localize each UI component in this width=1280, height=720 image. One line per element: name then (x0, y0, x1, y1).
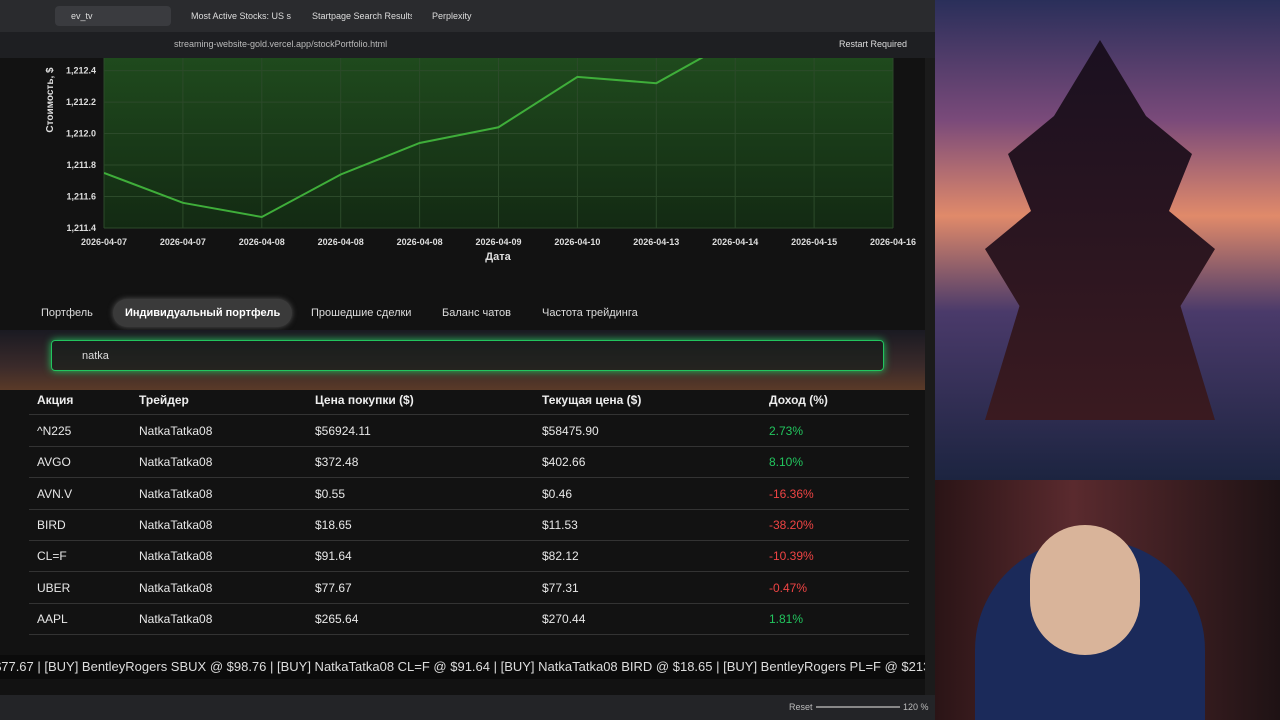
y-tick-label: 1,211.6 (66, 192, 96, 202)
address-bar: streaming-website-gold.vercel.app/stockP… (0, 32, 935, 58)
return-cell: -10.39% (769, 549, 814, 564)
table-cell: AVN.V (37, 486, 73, 501)
table-cell: CL=F (37, 549, 67, 564)
table-cell: BIRD (37, 517, 66, 532)
return-cell: 8.10% (769, 455, 804, 470)
return-cell: 1.81% (769, 611, 804, 626)
y-tick-label: 1,212.2 (66, 97, 96, 107)
table-cell: $58475.90 (542, 424, 599, 438)
x-tick-label: 2026-04-07 (81, 237, 127, 247)
row-separator (29, 477, 909, 479)
scrollbar[interactable] (925, 58, 935, 695)
row-separator (29, 414, 909, 415)
search-input[interactable]: natka (51, 340, 884, 371)
zoom-slider[interactable] (816, 706, 900, 708)
table-cell: ^N225 (37, 424, 72, 438)
return-cell: 2.73% (769, 424, 804, 438)
x-tick-label: 2026-04-16 (870, 237, 916, 247)
x-tick-label: 2026-04-08 (318, 237, 364, 247)
row-separator (29, 508, 909, 510)
return-cell: -38.20% (769, 517, 814, 532)
x-tick-label: 2026-04-09 (475, 237, 521, 247)
tab-bar: ev_tv Most Active Stocks: US sto Startpa… (0, 0, 935, 32)
y-tick-label: 1,211.8 (66, 160, 96, 170)
y-tick-label: 1,212.4 (66, 66, 96, 76)
nav-tab[interactable]: Частота трейдинга (542, 307, 638, 319)
x-axis-label: Дата (485, 251, 511, 263)
x-tick-label: 2026-04-14 (712, 237, 758, 247)
table-cell: NatkaTatka08 (139, 424, 213, 438)
table-cell: $56924.11 (315, 424, 371, 438)
table-cell: $18.65 (315, 517, 352, 532)
page-content: Дата Стоимость, $ 1,211.4 1,211.6 1,211.8 1… (0, 58, 925, 695)
browser-tab[interactable]: Perplexity (432, 11, 472, 21)
return-cell: -16.36% (769, 486, 814, 501)
line-series (104, 58, 704, 219)
column-header: Доход (%) (769, 393, 828, 407)
table-cell: $91.64 (315, 549, 352, 564)
nav-tab[interactable]: Прошедшие сделки (311, 307, 412, 319)
row-separator (29, 602, 909, 604)
table-cell: $11.53 (542, 517, 578, 532)
status-bar: Reset 120 % (0, 695, 935, 720)
x-tick-label: 2026-04-10 (554, 237, 600, 247)
table-cell: $82.12 (542, 549, 579, 564)
x-tick-label: 2026-04-08 (397, 237, 443, 247)
table-cell: $77.67 (315, 580, 352, 595)
nav-tab[interactable]: Индивидуальный портфель (113, 299, 293, 327)
return-cell: -0.47% (769, 580, 808, 595)
row-separator (29, 446, 909, 447)
x-tick-label: 2026-04-07 (160, 237, 206, 247)
table-cell: $77.31 (542, 580, 579, 595)
column-header: Текущая цена ($) (542, 393, 642, 407)
pagoda (985, 40, 1215, 420)
x-tick-label: 2026-04-13 (633, 237, 679, 247)
column-header: Цена покупки ($) (315, 393, 414, 407)
table-cell: UBER (37, 580, 71, 595)
browser-tab[interactable]: Most Active Stocks: US sto (191, 11, 291, 21)
table-cell: AAPL (37, 611, 68, 626)
table-cell: NatkaTatka08 (139, 486, 213, 501)
x-tick-label: 2026-04-08 (239, 237, 285, 247)
face (1030, 525, 1140, 655)
browser-tab[interactable]: Startpage Search Results (312, 11, 412, 21)
row-separator (29, 539, 909, 541)
restart-button[interactable]: Restart Required (839, 39, 908, 49)
webcam (935, 480, 1280, 720)
y-tick-label: 1,212.0 (66, 129, 96, 139)
chart: Дата Стоимость, $ 1,211.4 1,211.6 1,211.8 1… (45, 58, 916, 263)
table-cell: NatkaTatka08 (139, 549, 213, 564)
zoom-level: 120 % (903, 702, 929, 712)
table-cell: NatkaTatka08 (139, 580, 213, 595)
column-header: Акция (37, 393, 74, 407)
table-cell: $402.66 (542, 455, 586, 470)
row-separator (29, 571, 909, 573)
table-cell: AVGO (37, 455, 71, 470)
row-separator (29, 633, 909, 635)
background-scenery (935, 0, 1280, 480)
table-cell: $0.46 (542, 486, 573, 501)
nav-tab[interactable]: Портфель (41, 307, 93, 319)
table-cell: $270.44 (542, 611, 586, 626)
column-header: Трейдер (139, 393, 189, 407)
y-axis-label: Стоимость, $ (45, 67, 56, 133)
table-cell: NatkaTatka08 (139, 517, 213, 532)
y-tick-label: 1,211.4 (66, 223, 96, 233)
zoom-reset[interactable]: Reset (789, 702, 813, 712)
x-tick-label: 2026-04-15 (791, 237, 837, 247)
ticker-text: $77.67 | [BUY] BentleyRogers SBUX @ $98.… (0, 659, 925, 674)
url[interactable]: streaming-website-gold.vercel.app/stockP… (174, 39, 388, 49)
ticker: $77.67 | [BUY] BentleyRogers SBUX @ $98.… (0, 655, 925, 679)
browser-tab[interactable]: ev_tv (55, 6, 171, 26)
table-cell: $265.64 (315, 611, 359, 626)
table-cell: NatkaTatka08 (139, 455, 213, 470)
table-cell: NatkaTatka08 (139, 611, 213, 626)
table-cell: $372.48 (315, 455, 359, 470)
table-cell: $0.55 (315, 486, 346, 501)
nav-tab[interactable]: Баланс чатов (442, 307, 511, 319)
